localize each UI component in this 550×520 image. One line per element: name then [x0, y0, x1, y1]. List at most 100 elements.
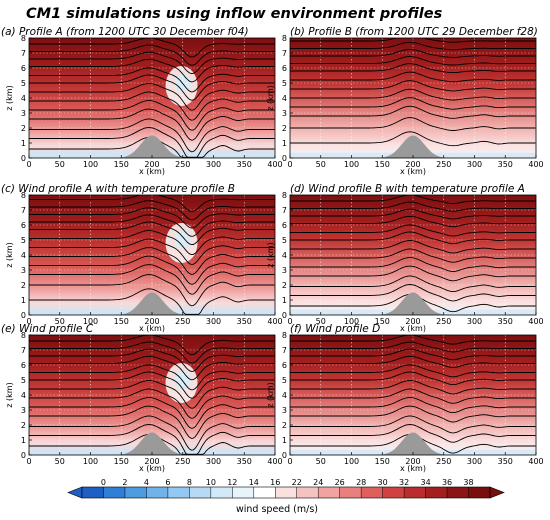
x-tick-label: 100: [344, 317, 359, 326]
isentrope-contour: [290, 265, 536, 282]
isentrope-contour: [290, 364, 536, 378]
x-tick-label: 400: [528, 457, 543, 466]
x-axis-label: x (km): [400, 464, 426, 473]
isentrope-contour: [29, 364, 275, 391]
x-tick-label: 50: [55, 457, 65, 466]
y-tick-label: 0: [21, 451, 26, 460]
colorbar-min-arrow: [67, 486, 83, 499]
x-tick-label: 250: [436, 317, 451, 326]
isentrope-contour: [29, 380, 275, 409]
y-tick-label: 7: [282, 346, 287, 355]
colorbar-tick-label: 30: [378, 478, 388, 487]
x-tick-label: 300: [206, 317, 221, 326]
y-tick-label: 1: [21, 139, 26, 148]
x-tick-label: 300: [467, 457, 482, 466]
panel-title: (c) Wind profile A with temperature prof…: [1, 183, 235, 195]
colorbar-swatch: [232, 487, 255, 498]
colorbar-swatch: [425, 487, 448, 498]
x-tick-label: 350: [498, 457, 513, 466]
colorbar-tick-label: 6: [165, 478, 170, 487]
x-tick-label: 350: [237, 317, 252, 326]
isentrope-contour: [290, 371, 536, 386]
colorbar-tick-label: 32: [399, 478, 409, 487]
x-tick-label: 150: [114, 317, 129, 326]
panel-5: 0 50 100 150 200 250 300 350 400 0 1 2 3 4 5 6 7 8 x (km) z…: [1, 323, 283, 473]
y-tick-label: 7: [21, 206, 26, 215]
y-tick-label: 8: [21, 34, 26, 43]
y-tick-label: 4: [21, 94, 26, 103]
y-tick-label: 2: [21, 421, 26, 430]
colorbar-swatch: [339, 487, 362, 498]
x-tick-label: 50: [316, 317, 326, 326]
colorbar-swatch: [468, 487, 491, 498]
x-tick-label: 300: [467, 160, 482, 169]
terrain: [374, 432, 452, 455]
y-tick-label: 5: [21, 79, 26, 88]
x-tick-label: 100: [83, 457, 98, 466]
isentrope-contour: [29, 230, 275, 255]
x-tick-label: 400: [267, 317, 282, 326]
isentrope-contour: [29, 44, 275, 66]
isentrope-contour: [290, 355, 536, 368]
y-tick-label: 4: [21, 391, 26, 400]
y-tick-label: 2: [282, 281, 287, 290]
y-tick-label: 4: [282, 251, 287, 260]
x-tick-label: 100: [344, 457, 359, 466]
isentrope-contour: [290, 284, 536, 302]
colorbar-swatch: [404, 487, 426, 498]
isentrope-contour: [29, 341, 275, 364]
isentrope-contour: [29, 247, 275, 275]
isentrope-contour: [290, 240, 536, 254]
y-tick-label: 4: [282, 391, 287, 400]
y-tick-label: 3: [282, 109, 287, 118]
colorbar-swatch: [167, 487, 190, 498]
isentrope-contour: [290, 215, 536, 228]
x-tick-label: 150: [114, 457, 129, 466]
isentrope-contour: [290, 248, 536, 263]
x-axis-label: x (km): [139, 324, 165, 333]
isentrope-contour: [290, 224, 536, 237]
isentrope-contour: [29, 100, 275, 131]
isentrope-contour: [29, 91, 275, 121]
colorbar-tick-label: 36: [442, 478, 452, 487]
x-tick-label: 350: [237, 160, 252, 169]
y-tick-label: 3: [21, 266, 26, 275]
x-tick-label: 300: [206, 457, 221, 466]
colorbar-tick-label: 28: [356, 478, 366, 487]
terrain: [113, 432, 191, 455]
x-tick-label: 50: [55, 317, 65, 326]
colorbar-tick-label: 10: [206, 478, 216, 487]
isentrope-contour: [29, 118, 275, 153]
y-tick-label: 3: [21, 406, 26, 415]
x-tick-label: 200: [405, 160, 420, 169]
isentrope-contour: [290, 424, 536, 443]
isentrope-contour: [290, 71, 536, 83]
isentrope-contour: [29, 405, 275, 439]
x-tick-label: 0: [26, 457, 31, 466]
y-tick-label: 7: [21, 49, 26, 58]
y-tick-label: 7: [282, 206, 287, 215]
x-tick-label: 400: [267, 457, 282, 466]
isentrope-contour: [29, 238, 275, 265]
x-tick-label: 0: [287, 457, 292, 466]
y-tick-label: 3: [282, 266, 287, 275]
isentrope-contour: [29, 355, 275, 381]
panel-title: (a) Profile A (from 1200 UTC 30 December…: [1, 26, 249, 38]
y-tick-label: 4: [21, 251, 26, 260]
x-tick-label: 0: [287, 160, 292, 169]
colorbar-tick-label: 0: [101, 478, 106, 487]
panel-title: (b) Profile B (from 1200 UTC 29 December…: [290, 26, 538, 38]
isentrope-contour: [290, 88, 536, 101]
colorbar-tick-label: 26: [335, 478, 345, 487]
y-tick-label: 6: [21, 221, 26, 230]
x-tick-label: 150: [375, 160, 390, 169]
isentrope-contour: [29, 51, 275, 74]
x-tick-label: 350: [498, 160, 513, 169]
colorbar-tick-label: 16: [270, 478, 280, 487]
isentrope-contour: [290, 405, 536, 423]
colorbar-swatch: [447, 487, 469, 498]
isentrope-contour: [29, 274, 275, 307]
